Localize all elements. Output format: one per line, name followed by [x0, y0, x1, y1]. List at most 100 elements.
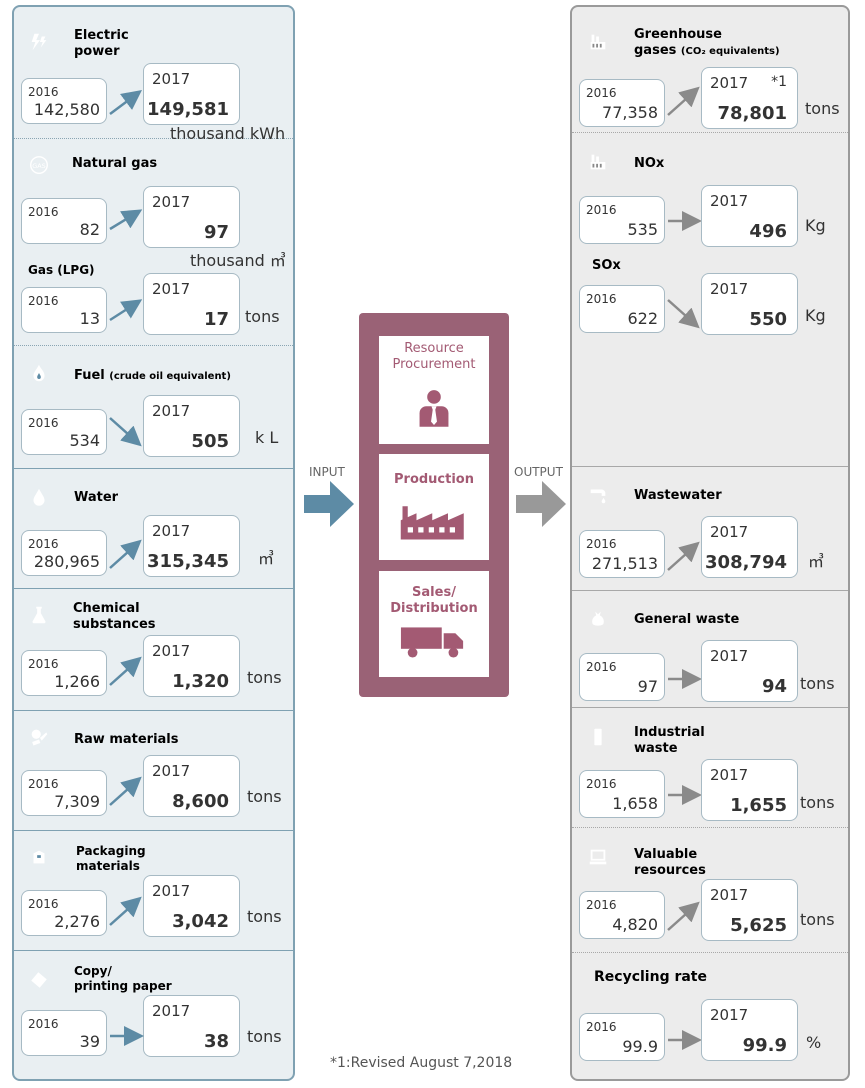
raw-materials-icon [22, 720, 56, 754]
year-label: 2016 [586, 537, 617, 551]
greenhouse-title: Greenhouse gases (CO₂ equivalents) [634, 27, 780, 60]
factory-emission-icon [581, 25, 615, 59]
value-2016: 535 [627, 220, 658, 239]
value-2016: 97 [637, 677, 658, 696]
value-2016: 13 [79, 309, 100, 328]
gas-icon: GAS [22, 148, 56, 182]
svg-text:GAS: GAS [32, 162, 45, 170]
electric-unit: thousand kWh [170, 124, 286, 143]
recycling-rate-title: Recycling rate [594, 969, 707, 985]
packaging-title: Packaging materials [76, 844, 146, 873]
electric-power-title: Electric power [74, 28, 129, 59]
year-label: 2016 [28, 205, 59, 219]
chemical-title: Chemical substances [73, 601, 156, 632]
sox-2017-box: 2017 550 [701, 273, 798, 335]
lpg-2017-box: 2017 17 [143, 273, 240, 335]
section-raw [14, 711, 293, 831]
greenhouse-2016-box: 2016 77,358 [579, 79, 665, 127]
paper-unit: tons [247, 1027, 282, 1046]
year-label: 2016 [28, 657, 59, 671]
value-2017: 550 [749, 309, 787, 330]
section-general-waste [572, 591, 848, 708]
year-label: 2016 [28, 416, 59, 430]
paper-2016-box: 2016 39 [21, 1010, 107, 1056]
year-label: 2017 [152, 193, 191, 211]
recycling-unit: % [806, 1033, 822, 1052]
paper-title: Copy/ printing paper [74, 964, 172, 993]
year-label: 2017 [710, 647, 749, 665]
valuable-unit: tons [800, 910, 835, 929]
year-label: 2016 [28, 1017, 59, 1031]
sox-title: SOx [592, 258, 621, 273]
year-label: 2017 [152, 70, 191, 88]
year-label: 2017 [152, 522, 191, 540]
year-label: 2016 [586, 898, 617, 912]
garbage-bag-icon [581, 602, 615, 636]
sox-unit: Kg [805, 306, 826, 325]
value-2017: 3,042 [172, 911, 229, 932]
stage-title: Production [394, 472, 474, 487]
packaging-unit: tons [247, 907, 282, 926]
year-label: 2016 [586, 660, 617, 674]
value-2017: 315,345 [147, 551, 229, 572]
lpg-2016-box: 2016 13 [21, 287, 107, 333]
paper-2017-box: 2017 38 [143, 995, 240, 1057]
section-gas [14, 139, 293, 469]
value-2017: 97 [203, 222, 229, 243]
input-label: INPUT [309, 465, 345, 479]
water-2017-box: 2017 315,345 [143, 515, 240, 577]
value-2016: 534 [69, 431, 100, 450]
valuable-2017-box: 2017 5,625 [701, 879, 798, 941]
chemical-2016-box: 2016 1,266 [21, 650, 107, 696]
nox-2017-box: 2017 496 [701, 185, 798, 247]
recycling-2017-box: 2017 99.9 [701, 999, 798, 1061]
drum-icon [581, 720, 615, 754]
value-2017: 5,625 [730, 915, 787, 936]
packaging-2017-box: 2017 3,042 [143, 875, 240, 937]
natural-gas-2016-box: 2016 82 [21, 198, 107, 244]
wastewater-2016-box: 2016 271,513 [579, 530, 665, 578]
value-2016: 39 [79, 1032, 100, 1051]
fuel-title-text: Fuel [74, 368, 105, 383]
section-valuable [572, 828, 848, 953]
stage-title: Resource Procurement [392, 341, 476, 372]
year-label: 2017 [710, 1006, 749, 1024]
general-waste-2017-box: 2017 94 [701, 640, 798, 702]
value-2016: 77,358 [602, 103, 658, 122]
year-label: 2016 [28, 537, 59, 551]
section-nox-sox [572, 133, 848, 467]
value-2016: 142,580 [33, 100, 100, 119]
value-2017: 1,655 [730, 795, 787, 816]
output-arrow-icon [516, 481, 566, 527]
general-waste-2016-box: 2016 97 [579, 653, 665, 701]
chemical-unit: tons [247, 668, 282, 687]
value-2017: 8,600 [172, 791, 229, 812]
value-2016: 1,266 [54, 672, 100, 691]
value-2016: 622 [627, 309, 658, 328]
value-2017: 99.9 [742, 1035, 787, 1056]
natural-gas-unit: thousand ㎥ [190, 251, 286, 270]
water-drop-icon [22, 480, 56, 514]
value-2017: 149,581 [147, 99, 229, 120]
year-label: 2017 [152, 280, 191, 298]
year-label: 2016 [28, 294, 59, 308]
wastewater-2017-box: 2017 308,794 [701, 516, 798, 578]
year-label: 2016 [586, 86, 617, 100]
footnote-mark: *1 [771, 74, 787, 90]
value-2017: 505 [191, 431, 229, 452]
greenhouse-2017-box: 2017 *1 78,801 [701, 67, 798, 129]
valuable-2016-box: 2016 4,820 [579, 891, 665, 939]
year-label: 2016 [28, 897, 59, 911]
stage-production: Production [379, 454, 489, 560]
greenhouse-unit: tons [805, 99, 840, 118]
year-label: 2017 [152, 1002, 191, 1020]
raw-2016-box: 2016 7,309 [21, 770, 107, 816]
year-label: 2017 [710, 523, 749, 541]
fuel-2017-box: 2017 505 [143, 395, 240, 457]
person-icon [419, 390, 449, 427]
water-2016-box: 2016 280,965 [21, 530, 107, 576]
fuel-2016-box: 2016 534 [21, 409, 107, 455]
raw-materials-title: Raw materials [74, 732, 179, 747]
value-2017: 496 [749, 221, 787, 242]
value-2016: 271,513 [591, 554, 658, 573]
